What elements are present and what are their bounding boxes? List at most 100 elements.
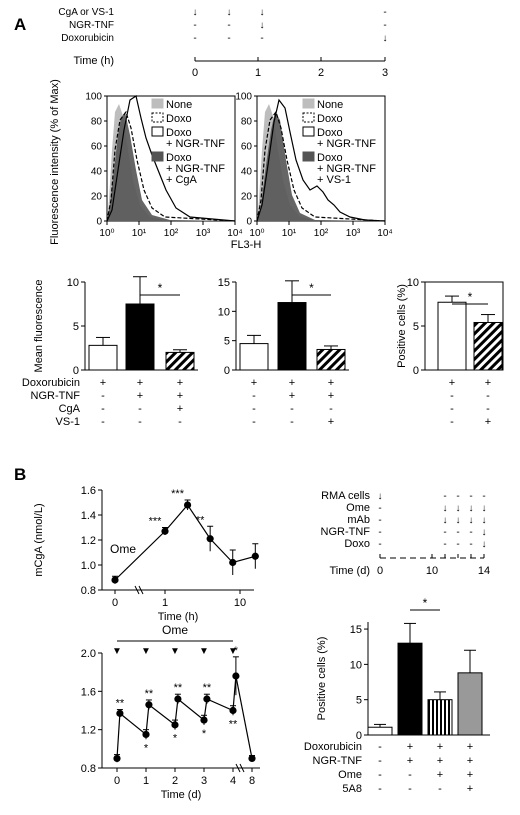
bar-ytick-label: 0 [224,365,230,377]
line-point [183,501,192,509]
timeline-b-mark: - [378,515,381,526]
treatment-mark: - [252,390,256,402]
timeline-a-mark: ↓ [193,7,198,18]
treatment-row-label: NGR-TNF [313,755,363,767]
timeline-b-mark: ↓ [482,503,487,514]
timeline-a-mark: - [227,20,230,31]
flow-ytick-label: 20 [241,192,253,203]
significance-label: *** [149,516,163,528]
line-xtick-label: 4 [230,775,236,787]
flow-ytick-label: 80 [91,117,103,128]
line-point [113,754,121,763]
timeline-b-mark: ↓ [482,515,487,526]
line-point [232,672,240,680]
timeline-a-row-label: Doxorubicin [61,33,114,44]
bar [239,343,269,371]
timeline-b-mark: - [482,491,485,502]
bar [165,351,195,371]
timeline-b-mark: ↓ [456,515,461,526]
treatment-mark: + [437,741,443,753]
treatment-row-label: CgA [59,403,81,415]
flow-ytick-label: 0 [96,217,102,228]
flow-legend-label: Doxo [317,152,343,164]
line-point [111,576,119,584]
treatment-mark: - [450,390,454,402]
significance-label: ** [229,718,238,730]
treatment-row-label: VS-1 [56,416,80,428]
significance-label: * [158,281,163,295]
flow-ytick-label: 80 [241,117,253,128]
treatment-mark: - [378,783,382,795]
line-xlabel: Time (h) [158,611,199,623]
flow-legend-swatch [151,112,164,123]
timeline-b-mark: - [456,539,459,550]
flow-ytick-label: 40 [241,167,253,178]
flow-ytick-label: 60 [91,142,103,153]
timeline-b-mark: - [469,527,472,538]
flow-legend-label: + NGR-TNF [317,163,376,175]
timeline-a-tick: 1 [255,67,261,79]
treatment-mark: - [450,416,454,428]
treatment-mark: + [485,377,491,389]
treatment-mark: - [378,741,382,753]
timeline-a-mark: ↓ [383,33,388,44]
timeline-b-mark: ↓ [443,503,448,514]
treatment-mark: - [290,403,294,415]
treatment-mark: + [467,755,473,767]
line-ytick-label: 1.0 [81,560,96,572]
line-ytick-label: 1.4 [81,510,96,522]
timeline-a-mark: - [260,33,263,44]
treatment-mark: + [437,769,443,781]
line-point [161,527,169,535]
treatment-mark: + [407,755,413,767]
line-xtick-label: 10 [234,597,246,609]
panel-letter-b: B [14,465,26,484]
line-ytick-label: 2.0 [81,648,96,660]
line-point [229,558,237,567]
flow-legend-label: Doxo [166,127,192,139]
line-point [142,730,150,739]
timeline-b-mark: - [443,491,446,502]
flow-legend-swatch [151,98,164,109]
treatment-mark: + [328,377,334,389]
timeline-b-row-label: RMA cells [321,490,370,502]
treatment-mark: - [101,390,105,402]
bar-ytick-label: 10 [67,277,79,289]
flow-ytick-label: 100 [85,92,102,103]
panel-letter-a: A [14,15,26,34]
flow-ytick-label: 60 [241,142,253,153]
timeline-b-mark: - [378,503,381,514]
flow-legend-label: Doxo [317,113,343,125]
treatment-mark: - [486,390,490,402]
bar [457,672,483,736]
bar-ytick-label: 15 [218,277,230,289]
timeline-b-mark: - [469,491,472,502]
flow-left-doxo-ngr-histogram [106,95,236,222]
dose-arrow: ▼ [141,646,151,657]
timeline-b-axis-label: Time (d) [329,565,370,577]
treatment-mark: - [329,403,333,415]
flow-legend-swatch [302,112,315,123]
line-point [145,701,153,709]
flow-legend-label: Doxo [166,152,192,164]
bar [427,699,453,736]
timeline-b-row-label: mAb [347,514,370,526]
flow-legend-label: Doxo [317,127,343,139]
treatment-mark: + [177,390,183,402]
panel-b-bar-chart: 0 5 10 15 Positive cells (%) * [316,596,490,742]
bar [125,303,155,371]
significance-label: *** [171,488,185,500]
bar-ytick-label: 0 [413,365,419,377]
bar-ytick-label: 5 [356,695,362,707]
timeline-a-tick: 2 [318,67,324,79]
flow-right-doxo-ngr-vs1-histogram [257,112,385,221]
treatment-row-label: Doxorubicin [22,377,80,389]
bar-ytick-label: 0 [73,365,79,377]
significance-label: * [309,281,314,295]
axis-break [239,763,245,773]
flow-left-doxo-histogram [106,110,236,222]
timeline-b-mark: ↓ [456,503,461,514]
treatment-mark: - [252,416,256,428]
